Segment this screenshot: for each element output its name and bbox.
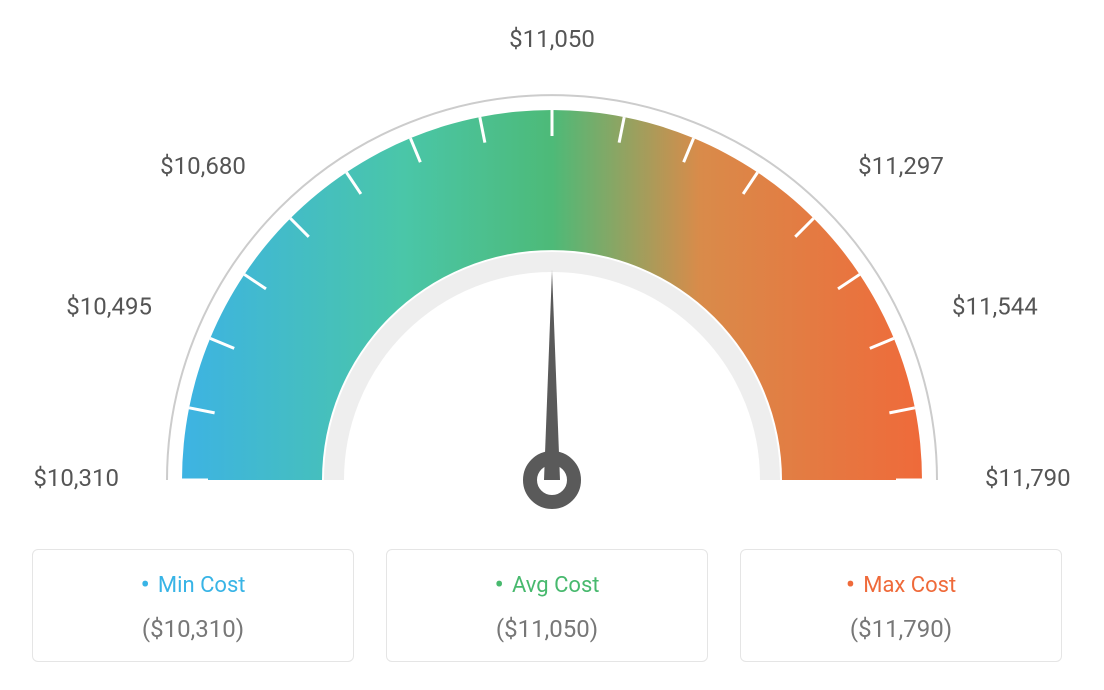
legend-card-max: Max Cost ($11,790) [740, 549, 1062, 662]
svg-text:$10,495: $10,495 [66, 292, 152, 320]
legend-row: Min Cost ($10,310) Avg Cost ($11,050) Ma… [32, 549, 1062, 662]
legend-label-min: Min Cost [33, 568, 353, 601]
legend-value-max: ($11,790) [741, 615, 1061, 643]
svg-text:$11,790: $11,790 [985, 464, 1071, 492]
legend-value-avg: ($11,050) [387, 615, 707, 643]
svg-text:$10,310: $10,310 [33, 464, 119, 492]
legend-label-max: Max Cost [741, 568, 1061, 601]
legend-value-min: ($10,310) [33, 615, 353, 643]
svg-text:$11,050: $11,050 [509, 25, 595, 53]
legend-card-min: Min Cost ($10,310) [32, 549, 354, 662]
gauge-svg: $10,310 $10,495 $10,680 $11,050 $11,297 $11,5… [0, 20, 1104, 530]
svg-text:$10,680: $10,680 [160, 152, 246, 180]
gauge-area: $10,310 $10,495 $10,680 $11,050 $11,297 $11,5… [0, 20, 1104, 530]
gauge-chart-container: $10,310 $10,495 $10,680 $11,050 $11,297 $11,5… [0, 0, 1104, 690]
svg-text:$11,544: $11,544 [952, 292, 1038, 320]
legend-card-avg: Avg Cost ($11,050) [386, 549, 708, 662]
legend-label-avg: Avg Cost [387, 568, 707, 601]
svg-text:$11,297: $11,297 [858, 152, 944, 180]
